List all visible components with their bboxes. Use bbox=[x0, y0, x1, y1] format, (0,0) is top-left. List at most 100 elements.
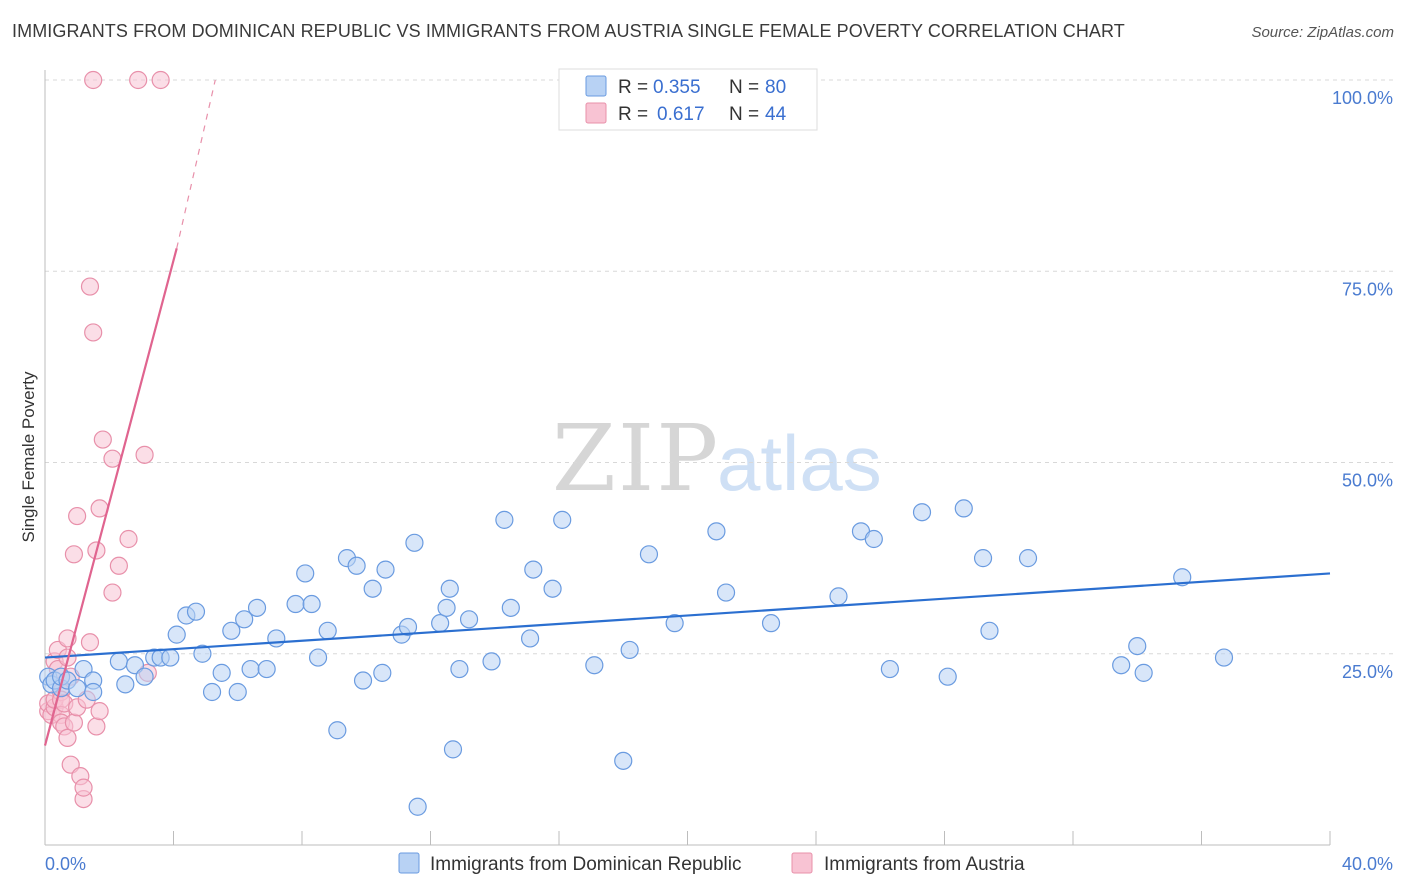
y-tick-label-50: 50.0% bbox=[1342, 471, 1393, 491]
legend-r-value-blue: 0.355 bbox=[653, 77, 701, 98]
point-dominican bbox=[308, 648, 328, 667]
point-dominican bbox=[84, 682, 103, 702]
point-dominican bbox=[1134, 663, 1153, 682]
legend-r-label-blue: R = bbox=[618, 77, 648, 98]
point-dominican bbox=[373, 663, 392, 682]
legend-swatch-blue bbox=[585, 75, 607, 97]
point-dominican bbox=[938, 667, 957, 686]
point-dominican bbox=[405, 533, 424, 552]
bottom-legend-swatch-pink bbox=[791, 852, 813, 874]
point-dominican bbox=[443, 740, 463, 759]
trend-lines bbox=[43, 79, 1331, 746]
point-austria bbox=[74, 778, 93, 797]
trend-line-austria-extension bbox=[176, 79, 216, 249]
point-dominican bbox=[212, 663, 231, 682]
point-dominican bbox=[353, 671, 373, 690]
point-dominican bbox=[302, 594, 321, 614]
y-axis-label: Single Female Poverty bbox=[19, 371, 38, 543]
point-dominican bbox=[973, 549, 993, 568]
point-dominican bbox=[167, 625, 186, 644]
point-dominican bbox=[235, 610, 254, 629]
point-dominican bbox=[398, 617, 418, 637]
point-dominican bbox=[543, 579, 562, 598]
x-tick-label-min: 0.0% bbox=[45, 854, 86, 874]
point-dominican bbox=[639, 545, 659, 564]
point-dominican bbox=[501, 598, 520, 617]
point-dominican bbox=[376, 560, 395, 579]
point-dominican bbox=[116, 675, 135, 694]
point-austria bbox=[90, 702, 109, 721]
point-dominican bbox=[524, 560, 543, 579]
series-austria-points bbox=[39, 70, 170, 809]
point-austria bbox=[84, 323, 103, 342]
series-dominican-points bbox=[39, 499, 1234, 816]
chart-title: IMMIGRANTS FROM DOMINICAN REPUBLIC VS IM… bbox=[12, 21, 1125, 41]
y-tick-labels: 25.0% 50.0% 75.0% 100.0% bbox=[1332, 88, 1393, 682]
legend-swatch-pink bbox=[585, 102, 607, 124]
point-dominican bbox=[520, 629, 540, 648]
legend-r-label-pink: R = bbox=[618, 104, 648, 125]
point-dominican bbox=[620, 640, 639, 660]
point-austria bbox=[68, 506, 87, 526]
point-dominican bbox=[585, 656, 604, 675]
legend-r-value-pink: 0.617 bbox=[657, 104, 705, 125]
point-dominican bbox=[829, 587, 848, 606]
point-dominican bbox=[553, 510, 572, 529]
point-dominican bbox=[286, 594, 305, 614]
bottom-legend: Immigrants from Dominican Republic Immig… bbox=[398, 852, 1025, 875]
point-austria bbox=[109, 556, 128, 575]
point-dominican bbox=[1018, 549, 1038, 568]
point-austria bbox=[93, 430, 112, 449]
x-ticks bbox=[173, 831, 1331, 845]
bottom-legend-label-pink: Immigrants from Austria bbox=[824, 854, 1025, 875]
point-austria bbox=[103, 583, 122, 602]
legend-n-label-pink: N = bbox=[729, 104, 759, 125]
point-dominican bbox=[437, 598, 456, 617]
point-dominican bbox=[459, 610, 479, 629]
legend-n-label-blue: N = bbox=[729, 77, 759, 98]
point-austria bbox=[129, 70, 148, 90]
point-austria bbox=[119, 529, 138, 549]
gridlines bbox=[45, 79, 1393, 655]
point-dominican bbox=[431, 614, 450, 633]
point-dominican bbox=[707, 522, 726, 541]
point-austria bbox=[80, 633, 100, 652]
point-dominican bbox=[864, 529, 883, 549]
point-austria bbox=[151, 70, 170, 90]
point-dominican bbox=[614, 751, 633, 770]
bottom-legend-label-blue: Immigrants from Dominican Republic bbox=[430, 854, 742, 875]
legend-n-value-blue: 80 bbox=[765, 77, 786, 98]
watermark-zip: ZIP bbox=[552, 405, 720, 512]
point-dominican bbox=[296, 564, 315, 583]
point-dominican bbox=[228, 682, 247, 702]
point-dominican bbox=[193, 644, 212, 663]
point-dominican bbox=[408, 797, 427, 816]
point-dominican bbox=[135, 667, 154, 686]
point-dominican bbox=[440, 579, 459, 598]
point-dominican bbox=[1173, 568, 1192, 587]
point-dominican bbox=[328, 721, 347, 740]
point-dominican bbox=[980, 621, 999, 640]
point-austria bbox=[84, 70, 103, 90]
point-austria bbox=[64, 545, 84, 564]
point-dominican bbox=[247, 598, 267, 617]
y-tick-label-100: 100.0% bbox=[1332, 88, 1393, 108]
point-dominican bbox=[912, 503, 932, 522]
point-austria bbox=[135, 445, 154, 464]
point-austria bbox=[58, 728, 77, 748]
x-tick-label-max: 40.0% bbox=[1342, 854, 1393, 874]
point-dominican bbox=[716, 583, 736, 602]
point-dominican bbox=[880, 659, 899, 679]
point-dominican bbox=[363, 579, 382, 598]
point-dominican bbox=[347, 556, 366, 575]
point-dominican bbox=[161, 648, 180, 667]
source-label: Source: ZipAtlas.com bbox=[1251, 24, 1394, 41]
point-dominican bbox=[241, 659, 260, 679]
point-dominican bbox=[1214, 648, 1234, 667]
point-dominican bbox=[665, 614, 684, 633]
point-dominican bbox=[257, 659, 276, 679]
legend-n-value-pink: 44 bbox=[765, 104, 787, 125]
point-dominican bbox=[318, 621, 337, 640]
point-dominican bbox=[1112, 656, 1131, 675]
point-austria bbox=[64, 713, 84, 732]
